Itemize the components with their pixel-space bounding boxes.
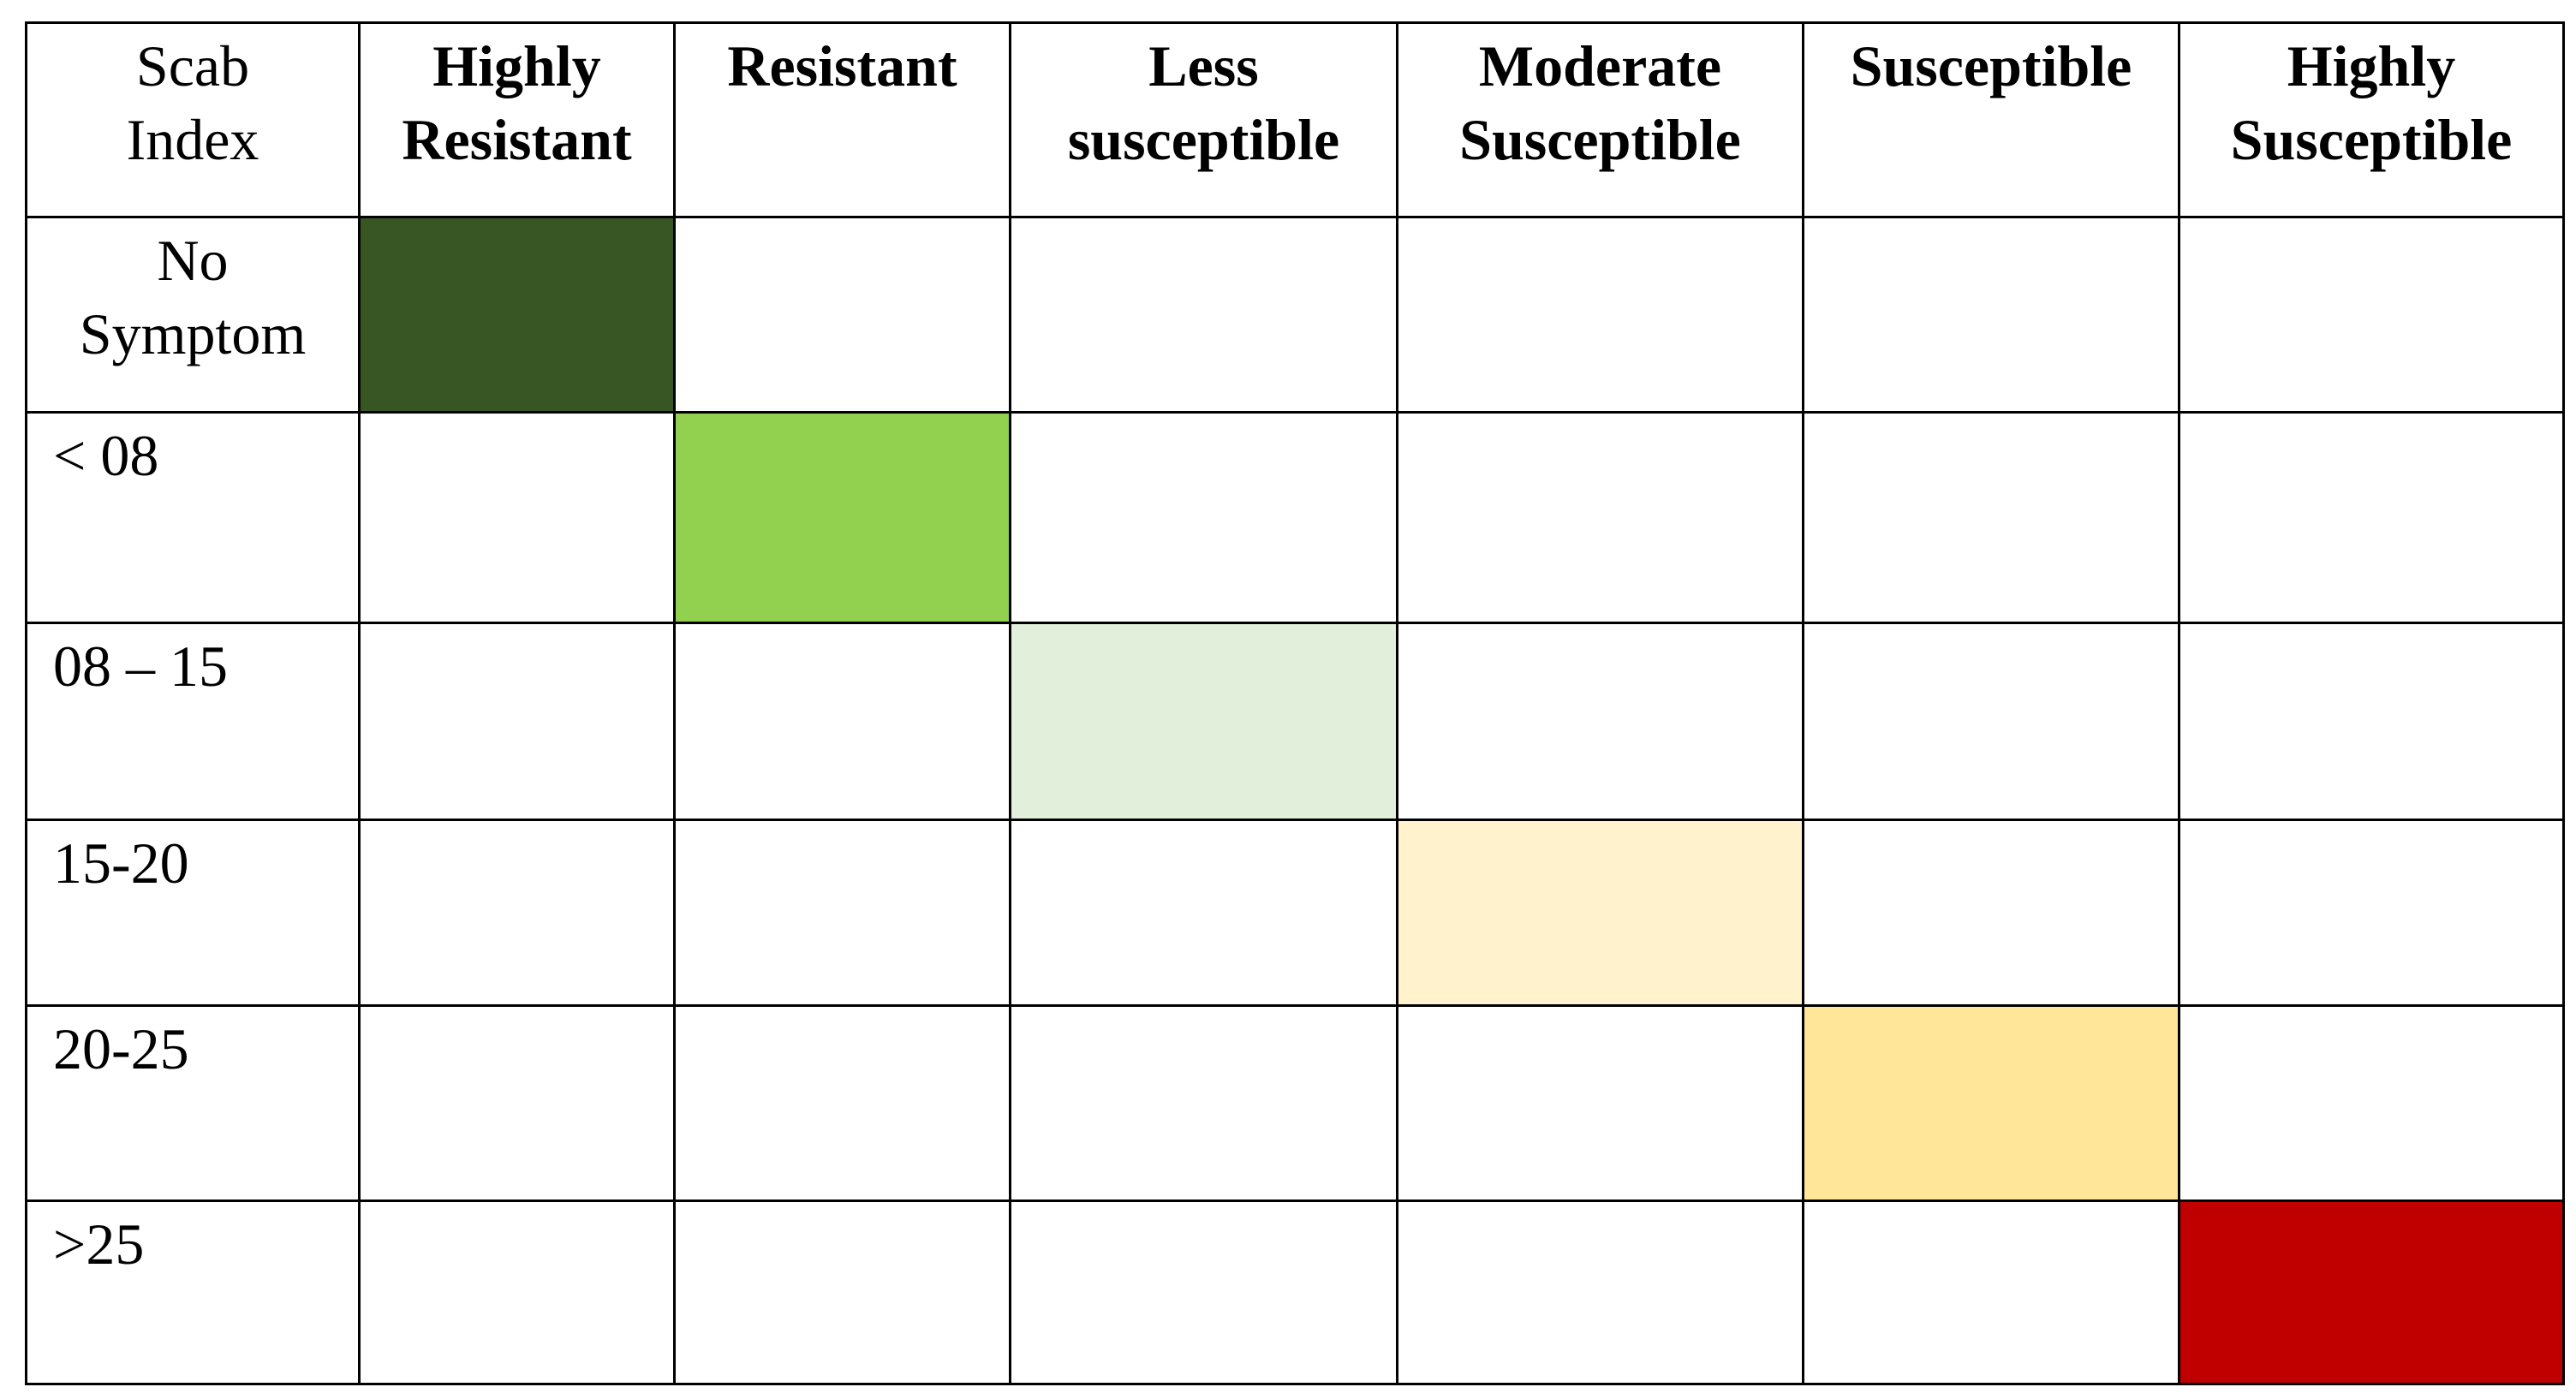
row-label: 20-25 (53, 1016, 189, 1081)
rating-cell (673, 1200, 1011, 1385)
rating-cell (2178, 216, 2565, 414)
header-text: Less susceptible (1067, 33, 1340, 172)
header-cell: Less susceptible (1009, 21, 1398, 218)
row-label: 15-20 (53, 830, 189, 896)
header-text: Scab Index (126, 33, 259, 172)
rating-cell (1396, 819, 1804, 1007)
row-label: >25 (53, 1211, 145, 1277)
row-label-cell: 15-20 (25, 819, 361, 1007)
rating-cell (1396, 411, 1804, 624)
row-label-cell: < 08 (25, 411, 361, 624)
header-cell: Susceptible (1802, 21, 2180, 218)
row-label-cell: No Symptom (25, 216, 361, 414)
row-label: 08 – 15 (53, 634, 228, 699)
rating-cell (358, 411, 676, 624)
header-cell: Resistant (673, 21, 1011, 218)
rating-cell (1009, 622, 1398, 821)
header-text: Susceptible (1850, 33, 2132, 98)
rating-cell (2178, 1004, 2565, 1202)
row-label-cell: >25 (25, 1200, 361, 1385)
rating-cell (2178, 622, 2565, 821)
rating-cell (1396, 216, 1804, 414)
row-label-cell: 20-25 (25, 1004, 361, 1202)
rating-cell (1009, 411, 1398, 624)
rating-cell (1802, 216, 2180, 414)
rating-cell (358, 216, 676, 414)
rating-cell (358, 1004, 676, 1202)
rating-cell (673, 622, 1011, 821)
row-label: No Symptom (79, 228, 307, 366)
rating-cell (1396, 1004, 1804, 1202)
row-label-cell: 08 – 15 (25, 622, 361, 821)
row-label: < 08 (53, 423, 159, 488)
rating-cell (1009, 216, 1398, 414)
header-cell: Highly Susceptible (2178, 21, 2565, 218)
rating-cell (1009, 819, 1398, 1007)
rating-cell (673, 1004, 1011, 1202)
rating-cell (1396, 622, 1804, 821)
rating-cell (358, 819, 676, 1007)
rating-cell (1802, 819, 2180, 1007)
rating-cell (358, 622, 676, 821)
rating-cell (1802, 1004, 2180, 1202)
header-text: Moderate Susceptible (1459, 33, 1741, 172)
rating-cell (358, 1200, 676, 1385)
rating-cell (673, 411, 1011, 624)
rating-cell (1802, 622, 2180, 821)
rating-cell (1396, 1200, 1804, 1385)
rating-cell (2178, 411, 2565, 624)
rating-cell (673, 819, 1011, 1007)
rating-cell (1802, 411, 2180, 624)
rating-cell (1009, 1004, 1398, 1202)
rating-cell (1802, 1200, 2180, 1385)
header-cell: Scab Index (25, 21, 361, 218)
header-text: Resistant (727, 33, 957, 98)
rating-cell (2178, 819, 2565, 1007)
header-cell: Highly Resistant (358, 21, 676, 218)
rating-cell (1009, 1200, 1398, 1385)
rating-cell (673, 216, 1011, 414)
header-cell: Moderate Susceptible (1396, 21, 1804, 218)
header-text: Highly Susceptible (2230, 33, 2513, 172)
rating-cell (2178, 1200, 2565, 1385)
header-text: Highly Resistant (402, 33, 632, 172)
